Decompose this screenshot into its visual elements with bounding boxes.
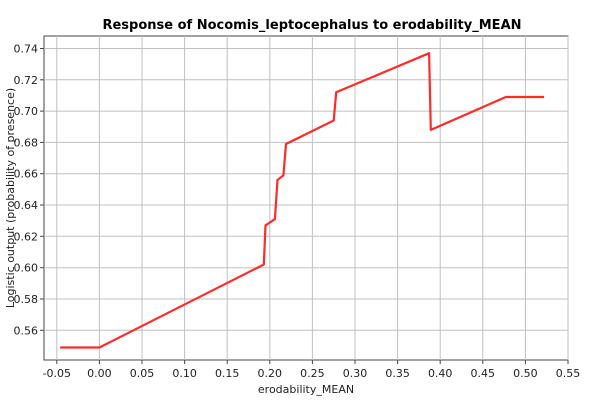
y-tick-label: 0.56: [14, 324, 39, 337]
x-tick-label: 0.50: [513, 367, 538, 380]
y-tick-label: 0.60: [14, 262, 39, 275]
x-tick-label: 0.40: [428, 367, 453, 380]
y-axis: 0.56 0.58 0.60 0.62 0.64 0.66 0.68 0.70 0.72 0.74: [14, 43, 44, 337]
y-tick-label: 0.68: [14, 136, 39, 149]
y-tick-label: 0.58: [14, 293, 39, 306]
x-tick-label: 0.55: [556, 367, 581, 380]
y-tick-label: 0.70: [14, 105, 39, 118]
y-tick-label: 0.66: [14, 168, 39, 181]
grid-lines: [44, 36, 569, 360]
x-axis: -0.05 0.00 0.05 0.10 0.15 0.20 0.25 0.30 0.35 0.4…: [43, 360, 581, 380]
y-tick-label: 0.74: [14, 43, 39, 56]
x-tick-label: 0.45: [471, 367, 496, 380]
chart-title: Response of Nocomis_leptocephalus to ero…: [102, 18, 521, 33]
x-tick-label: 0.25: [300, 367, 325, 380]
y-axis-label: Logistic output (probability of presence…: [4, 88, 17, 308]
plot-area: [43, 35, 569, 361]
response-curve: [60, 52, 545, 349]
x-tick-label: 0.20: [258, 367, 283, 380]
series-layer: [60, 52, 545, 349]
x-tick-label: 0.15: [215, 367, 240, 380]
y-tick-label: 0.62: [14, 230, 39, 243]
y-tick-label: 0.72: [14, 74, 39, 87]
x-tick-label: -0.05: [43, 367, 71, 380]
x-tick-label: 0.30: [343, 367, 368, 380]
x-tick-label: 0.05: [130, 367, 155, 380]
x-tick-label: 0.10: [172, 367, 197, 380]
y-tick-label: 0.64: [14, 199, 39, 212]
x-axis-label: erodability_MEAN: [258, 383, 354, 396]
x-tick-label: 0.35: [385, 367, 410, 380]
x-tick-label: 0.00: [87, 367, 112, 380]
